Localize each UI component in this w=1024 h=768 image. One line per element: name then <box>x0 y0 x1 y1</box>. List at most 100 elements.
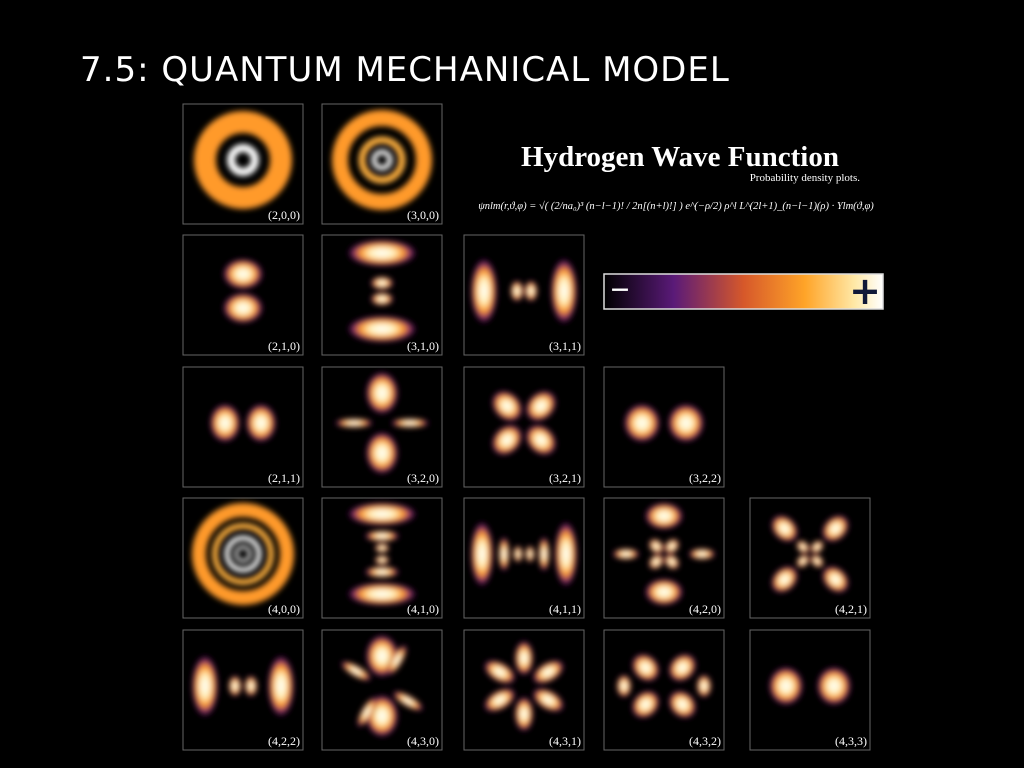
density-lobe <box>809 553 825 569</box>
density-lobe <box>770 565 799 594</box>
formula: ψnlm(r,ϑ,φ) = √( (2/na₀)³ (n−l−1)! / 2n[… <box>478 200 874 212</box>
density-lobe <box>390 418 430 428</box>
color-scale: − + <box>603 269 884 313</box>
density-lobe <box>346 315 418 343</box>
orbital-density <box>334 371 430 475</box>
density-lobe <box>340 660 372 682</box>
orbital-tile: (3,2,0) <box>321 366 443 488</box>
density-lobe <box>524 280 538 302</box>
orbital-density <box>612 502 716 606</box>
orbital-density <box>332 110 432 210</box>
density-lobe <box>245 403 277 443</box>
density-lobe <box>392 690 424 712</box>
density-lobe <box>821 514 850 543</box>
density-lobe <box>644 502 684 530</box>
density-ring <box>192 503 294 605</box>
density-lobe <box>386 644 408 676</box>
density-lobe <box>470 257 498 325</box>
density-lobe <box>364 530 400 542</box>
orbital-tile: (3,2,1) <box>463 366 585 488</box>
orbital-label: (3,1,1) <box>549 339 581 353</box>
density-lobe <box>222 258 264 290</box>
density-lobe <box>498 536 510 572</box>
orbital-label: (3,1,0) <box>407 339 439 353</box>
orbital-label: (4,2,2) <box>268 734 300 748</box>
density-lobe <box>531 659 565 685</box>
density-lobe <box>346 502 418 526</box>
density-ring <box>332 110 432 210</box>
orbital-density <box>191 654 295 718</box>
density-lobe <box>525 545 535 563</box>
density-lobe <box>816 666 852 706</box>
orbital-label: (3,0,0) <box>407 208 439 222</box>
density-lobe <box>795 539 811 555</box>
density-lobe <box>490 389 524 423</box>
density-lobe <box>524 389 558 423</box>
density-lobe <box>191 654 219 718</box>
density-lobe <box>228 675 242 697</box>
tile-frame <box>182 366 304 488</box>
density-lobe <box>667 403 705 443</box>
density-ring <box>234 545 252 563</box>
density-lobe <box>244 675 258 697</box>
orbital-label: (4,0,0) <box>268 602 300 616</box>
orbital-label: (3,2,0) <box>407 471 439 485</box>
orbital-label: (4,3,2) <box>689 734 721 748</box>
slide-title: 7.5: QUANTUM MECHANICAL MODEL <box>80 50 730 90</box>
density-lobe <box>470 520 494 588</box>
orbital-label: (4,2,0) <box>689 602 721 616</box>
density-lobe <box>631 653 661 683</box>
tile-frame <box>463 366 585 488</box>
orbital-density <box>340 634 424 738</box>
orbital-tile: (3,0,0) <box>321 103 443 225</box>
density-lobe <box>267 654 295 718</box>
orbital-density <box>209 403 277 443</box>
orbital-tile: (3,1,1) <box>463 234 585 356</box>
orbital-density <box>483 640 565 732</box>
density-lobe <box>483 659 517 685</box>
density-lobe <box>809 539 825 555</box>
orbital-label: (4,1,0) <box>407 602 439 616</box>
density-lobe <box>616 674 632 698</box>
orbital-tile: (4,1,1) <box>463 497 585 619</box>
orbital-tile: (4,1,0) <box>321 497 443 619</box>
density-lobe <box>648 538 665 555</box>
color-bar <box>603 273 884 310</box>
orbital-tile: (4,2,1) <box>749 497 871 619</box>
density-lobe <box>524 423 558 457</box>
density-lobe <box>222 292 264 324</box>
orbital-label: (4,3,0) <box>407 734 439 748</box>
orbital-tile: (3,1,0) <box>321 234 443 356</box>
density-lobe <box>821 565 850 594</box>
density-lobe <box>510 280 524 302</box>
density-ring <box>358 136 406 184</box>
density-ring <box>371 149 393 171</box>
density-lobe <box>663 553 680 570</box>
density-lobe <box>490 423 524 457</box>
orbital-density <box>616 653 712 719</box>
density-lobe <box>768 666 804 706</box>
orbital-density <box>470 257 578 325</box>
orbital-density <box>770 514 850 594</box>
density-lobe <box>483 687 517 713</box>
orbital-label: (4,2,1) <box>835 602 867 616</box>
density-lobe <box>370 276 394 290</box>
orbital-label: (4,3,3) <box>835 734 867 748</box>
orbital-density <box>192 503 294 605</box>
orbital-label: (2,1,1) <box>268 471 300 485</box>
scale-minus: − <box>610 272 629 309</box>
density-lobe <box>648 553 665 570</box>
orbital-tile: (4,3,3) <box>749 629 871 751</box>
orbital-tile: (4,3,1) <box>463 629 585 751</box>
density-ring <box>227 144 259 176</box>
orbital-tile: (2,0,0) <box>182 103 304 225</box>
density-lobe <box>688 548 716 560</box>
density-ring <box>224 535 262 573</box>
density-lobe <box>696 674 712 698</box>
orbital-tile: (4,3,0) <box>321 629 443 751</box>
density-lobe <box>538 536 550 572</box>
orbital-density <box>346 239 418 343</box>
density-lobe <box>667 653 697 683</box>
orbital-label: (4,3,1) <box>549 734 581 748</box>
